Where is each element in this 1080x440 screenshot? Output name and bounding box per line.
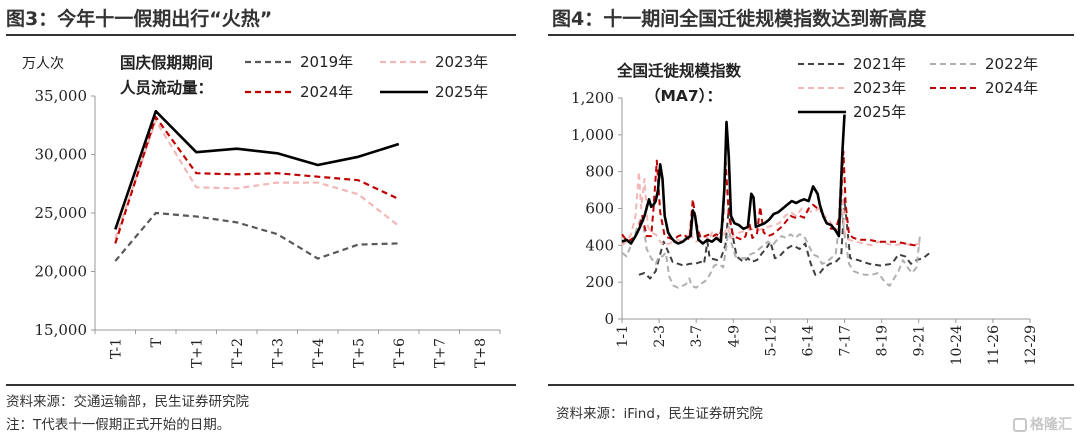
series-line xyxy=(114,119,400,240)
x-tick-label: 2-3 xyxy=(652,325,668,348)
unit-label: 万人次 xyxy=(22,56,64,72)
watermark-icon xyxy=(1013,418,1027,432)
right-title-rule xyxy=(548,34,1074,36)
annotation-line-1: 国庆假期期间 xyxy=(120,53,213,72)
y-tick-label: 20,000 xyxy=(35,263,88,281)
x-tick-label: T xyxy=(149,337,165,347)
legend-label: 2025年 xyxy=(853,103,906,121)
left-footnote: 注：T代表十一假期正式开始的日期。 xyxy=(6,417,231,433)
x-tick-label: 12-29 xyxy=(1023,325,1039,365)
y-tick-label: 30,000 xyxy=(35,146,88,164)
legend-label: 2024年 xyxy=(985,79,1038,97)
watermark-logo: 格隆汇 xyxy=(1013,414,1072,434)
legend-label: 2025年 xyxy=(435,83,488,101)
y-tick-label: 1,000 xyxy=(571,126,614,144)
x-tick-label: T+4 xyxy=(311,338,327,368)
series-line xyxy=(114,211,399,262)
legend-label: 2022年 xyxy=(985,55,1038,73)
chart-right: 0 200 400 600 800 1,000 1,200 1-1 2-3 3-7 4-9 5-12 6… xyxy=(571,55,1039,365)
y-tick-label: 25,000 xyxy=(35,204,88,222)
left-footer-rule xyxy=(6,384,516,386)
x-tick-label: 9-21 xyxy=(912,325,928,356)
x-tick-label: 10-24 xyxy=(949,325,965,365)
y-tick-label: 0 xyxy=(604,310,614,328)
left-source-note: 资料来源：交通运输部，民生证券研究院 xyxy=(6,394,249,410)
series-line xyxy=(638,198,931,280)
y-tick-label: 800 xyxy=(585,163,614,181)
x-tick-label: 4-9 xyxy=(726,325,742,348)
y-tick-label: 400 xyxy=(585,236,614,254)
chart-left: 15,000 20,000 25,000 30,000 35,000 T-1 T T+1 T+2… xyxy=(22,53,501,368)
right-panel-title: 图4：十一期间全国迁徙规模指数达到新高度 xyxy=(552,8,927,30)
y-tick-label: 1,200 xyxy=(571,89,614,107)
left-panel-title: 图3：今年十一假期出行“火热” xyxy=(6,8,273,30)
x-tick-label: 1-1 xyxy=(615,325,631,348)
x-tick-label: 11-26 xyxy=(986,325,1002,365)
legend-label: 2021年 xyxy=(853,55,906,73)
series-line xyxy=(621,114,846,245)
x-tick-label: 3-7 xyxy=(689,325,705,348)
x-tick-label: T+8 xyxy=(473,338,489,368)
series-line xyxy=(114,115,400,244)
x-tick-label: 7-17 xyxy=(838,325,854,356)
legend-label: 2024年 xyxy=(300,83,353,101)
series-line xyxy=(621,170,921,247)
x-tick-label: 8-19 xyxy=(875,325,891,356)
x-tick-label: T+6 xyxy=(392,338,408,368)
y-tick-label: 35,000 xyxy=(35,87,88,105)
x-tick-label: T+5 xyxy=(351,338,367,368)
x-tick-label: T+7 xyxy=(432,338,448,368)
y-tick-label: 15,000 xyxy=(35,321,88,339)
legend-label: 2023年 xyxy=(853,79,906,97)
series-line xyxy=(621,150,920,247)
y-tick-label: 600 xyxy=(585,200,614,218)
series-line xyxy=(114,109,400,230)
x-tick-label: 6-14 xyxy=(800,325,816,357)
annotation-line-2: （MA7）： xyxy=(645,87,722,105)
left-title-rule xyxy=(6,34,516,36)
x-tick-label: T+3 xyxy=(270,338,286,368)
x-tick-label: 5-12 xyxy=(763,325,779,356)
right-footer-rule xyxy=(548,384,1074,386)
watermark-text: 格隆汇 xyxy=(1030,417,1072,433)
legend-label: 2019年 xyxy=(300,53,353,71)
legend-label: 2023年 xyxy=(435,53,488,71)
x-tick-label: T-1 xyxy=(108,338,124,359)
right-source-note: 资料来源：iFind，民生证券研究院 xyxy=(556,406,763,422)
annotation-line-2: 人员流动量： xyxy=(120,78,213,97)
annotation-line-1: 全国迁徙规模指数 xyxy=(616,61,742,80)
x-tick-label: T+2 xyxy=(230,338,246,368)
series-line xyxy=(621,207,921,289)
y-tick-label: 200 xyxy=(585,273,614,291)
x-tick-label: T+1 xyxy=(189,338,205,368)
